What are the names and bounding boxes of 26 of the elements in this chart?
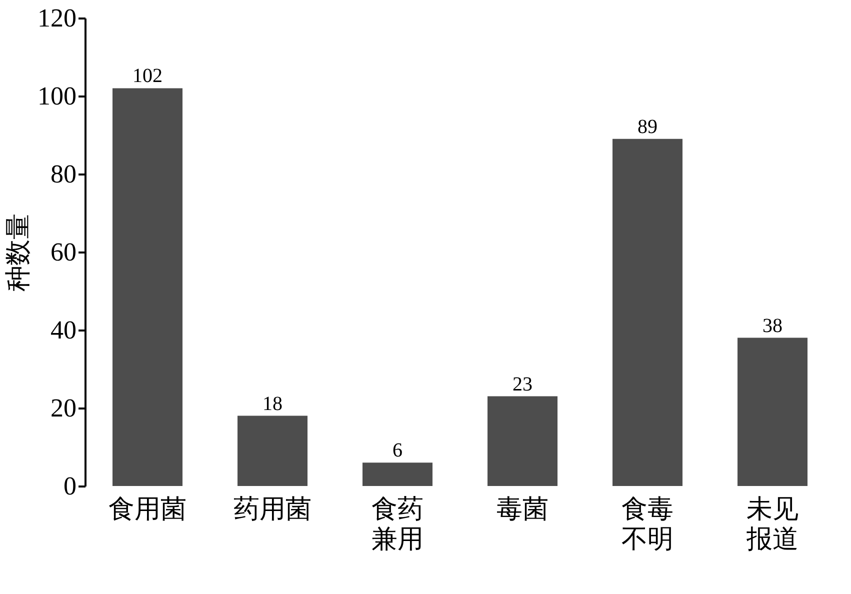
x-tick-label: 药用菌 bbox=[234, 494, 312, 524]
x-tick-label: 食毒不明 bbox=[622, 494, 674, 554]
x-tick-label: 毒菌 bbox=[496, 494, 548, 524]
data-label: 6 bbox=[392, 440, 402, 462]
data-label: 89 bbox=[638, 116, 658, 138]
data-label: 38 bbox=[762, 314, 782, 337]
y-tick-label: 0 bbox=[64, 472, 76, 500]
y-axis-title: 种数量 bbox=[4, 214, 32, 292]
y-tick-label: 100 bbox=[38, 82, 76, 110]
data-label: 23 bbox=[512, 373, 532, 396]
x-tick-label: 食药兼用 bbox=[372, 494, 424, 554]
bar bbox=[738, 338, 808, 486]
x-tick-label: 未见报道 bbox=[746, 494, 798, 554]
y-tick-label: 20 bbox=[50, 394, 76, 422]
x-tick-label: 食用菌 bbox=[108, 494, 186, 524]
bar bbox=[488, 396, 558, 486]
bar bbox=[112, 88, 182, 486]
bar bbox=[612, 138, 682, 486]
bar bbox=[238, 416, 308, 486]
data-label: 18 bbox=[262, 392, 282, 415]
y-tick-label: 60 bbox=[50, 238, 76, 266]
y-tick-label: 120 bbox=[38, 4, 76, 32]
data-label: 102 bbox=[132, 65, 162, 88]
y-tick-label: 80 bbox=[50, 160, 76, 188]
bar bbox=[362, 462, 432, 486]
y-tick-label: 40 bbox=[50, 316, 76, 344]
